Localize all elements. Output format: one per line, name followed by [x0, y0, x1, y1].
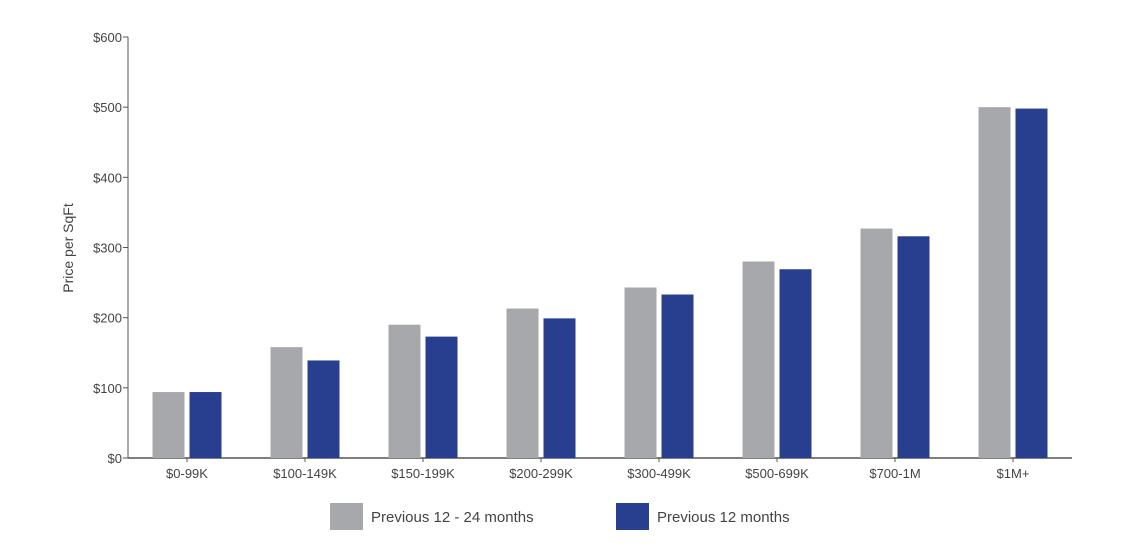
y-axis: $0 $100 $200 $300 $400 $500 $600 — [93, 30, 129, 466]
bar-previous-12-24-months-300-499k — [624, 287, 657, 458]
legend-label-previous-12-months: Previous 12 months — [657, 509, 790, 526]
bar-previous-12-months-500-699k — [779, 269, 812, 458]
bar-previous-12-24-months-0-99k — [152, 392, 185, 458]
y-tick-label: $300 — [93, 241, 122, 256]
x-tick-label: $100-149K — [273, 466, 337, 481]
bar-previous-12-24-months-150-199k — [388, 324, 421, 458]
bar-previous-12-months-200-299k — [543, 318, 576, 458]
legend-label-previous-12-24-months: Previous 12 - 24 months — [371, 509, 534, 526]
bar-previous-12-months-0-99k — [189, 392, 222, 458]
x-tick-label: $500-699K — [745, 466, 809, 481]
x-tick-label: $1M+ — [997, 466, 1030, 481]
x-tick-label: $300-499K — [627, 466, 691, 481]
x-axis: $0-99K $100-149K $150-199K $200-299K $300-49… — [128, 457, 1072, 481]
bar-previous-12-24-months-100-149k — [270, 347, 303, 458]
x-tick-label: $200-299K — [509, 466, 573, 481]
x-tick-label: $150-199K — [391, 466, 455, 481]
bar-previous-12-24-months-1m — [978, 107, 1011, 459]
y-axis-title: Price per SqFt — [60, 203, 76, 293]
y-tick-label: $400 — [93, 170, 122, 185]
y-tick-label: $500 — [93, 100, 122, 115]
bar-previous-12-months-150-199k — [425, 336, 458, 458]
bar-previous-12-months-700-1m — [897, 236, 930, 458]
legend-swatch-previous-12-months — [616, 503, 649, 530]
bar-previous-12-24-months-500-699k — [742, 261, 775, 458]
bar-previous-12-24-months-200-299k — [506, 308, 539, 458]
legend: Previous 12 - 24 months Previous 12 mont… — [330, 503, 790, 530]
bar-previous-12-24-months-700-1m — [860, 228, 893, 458]
bars — [152, 107, 1048, 459]
legend-swatch-previous-12-24-months — [330, 503, 363, 530]
x-tick-label: $700-1M — [869, 466, 920, 481]
y-tick-label: $600 — [93, 30, 122, 45]
bar-previous-12-months-1m — [1015, 108, 1048, 458]
y-tick-label: $0 — [108, 451, 122, 466]
x-tick-label: $0-99K — [166, 466, 208, 481]
y-tick-label: $100 — [93, 381, 122, 396]
y-tick-label: $200 — [93, 311, 122, 326]
bar-previous-12-months-100-149k — [307, 360, 340, 458]
bar-previous-12-months-300-499k — [661, 294, 694, 458]
